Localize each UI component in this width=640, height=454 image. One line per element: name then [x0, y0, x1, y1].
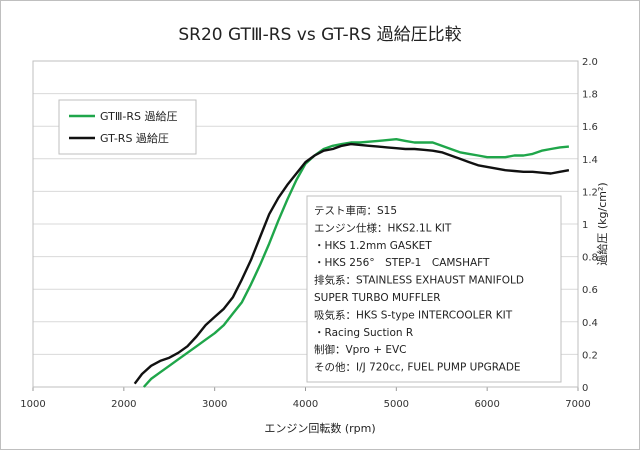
series-line-2	[133, 142, 570, 385]
y-tick-label: 0.8	[582, 253, 598, 264]
chart-title: SR20 GTⅢ-RS vs GT-RS 過給圧比較	[178, 25, 461, 45]
y-tick-label: 0.2	[582, 350, 598, 361]
y-axis-label: 過給圧 (kg/cm²)	[595, 182, 609, 265]
y-tick-label: 1.4	[582, 155, 598, 166]
y-tick-label: 1	[582, 220, 588, 231]
y-tick-label: 0.4	[582, 318, 598, 329]
series-group	[133, 138, 570, 388]
series-line-1	[142, 138, 570, 388]
annotation-line: ・HKS 256° STEP-1 CAMSHAFT	[314, 257, 490, 269]
axes: 0 0.2 0.4 0.6 0.8 1 1.2 1.4 1.6 1.8 2.0 1000 2000 300…	[20, 57, 598, 410]
x-tick-label: 2000	[111, 399, 136, 410]
x-tick-label: 7000	[565, 399, 590, 410]
annotation-line: その他：I/J 720cc, FUEL PUMP UPGRADE	[314, 361, 521, 374]
annotation-line: エンジン仕様：HKS2.1L KIT	[314, 221, 452, 234]
y-tick-label: 1.8	[582, 90, 598, 101]
plot-area	[32, 60, 579, 388]
legend-label-2: GT-RS 過給圧	[100, 131, 169, 145]
annotation-line: 排気系：STAINLESS EXHAUST MANIFOLD	[314, 274, 524, 287]
x-tick-label: 6000	[474, 399, 499, 410]
annotation-line: テスト車両：S15	[314, 204, 397, 217]
annotation-frame	[306, 195, 562, 383]
legend-label-1: GTⅢ-RS 過給圧	[100, 109, 178, 123]
annotation-line: ・Racing Suction R	[314, 327, 413, 339]
annotation-line: ・HKS 1.2mm GASKET	[314, 240, 432, 252]
annotation-line: 制御：Vpro + EVC	[314, 343, 406, 356]
annotation-line: SUPER TURBO MUFFLER	[314, 292, 441, 304]
y-tick-label: 2.0	[582, 57, 598, 68]
y-tick-label: 1.6	[582, 122, 598, 133]
y-tick-label: 0.6	[582, 285, 598, 296]
x-axis-label: エンジン回転数 (rpm)	[264, 422, 375, 435]
y-tick-label: 0	[582, 383, 588, 394]
x-tick-label: 3000	[202, 399, 227, 410]
x-tick-label: 4000	[293, 399, 318, 410]
x-tick-label: 1000	[20, 399, 45, 410]
x-tick-label: 5000	[384, 399, 409, 410]
legend-box	[58, 99, 197, 155]
y-tick-label: 1.2	[582, 187, 598, 198]
annotation-line: 吸気系：HKS S-type INTERCOOLER KIT	[314, 308, 513, 321]
legend: GTⅢ-RS 過給圧 GT-RS 過給圧	[58, 99, 197, 155]
annotation-box: テスト車両：S15 エンジン仕様：HKS2.1L KIT ・HKS 1.2mm GA…	[306, 195, 562, 383]
